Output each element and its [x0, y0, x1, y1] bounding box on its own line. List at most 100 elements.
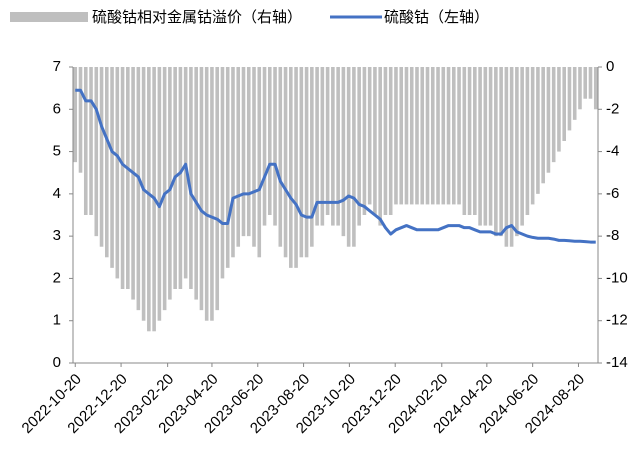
bar: [346, 67, 351, 247]
legend-swatch: [10, 12, 88, 22]
bar: [220, 67, 225, 279]
y2-tick-label: -12: [606, 312, 628, 329]
bar: [73, 67, 78, 163]
bar: [557, 67, 561, 152]
bar: [283, 67, 288, 258]
bar: [215, 67, 220, 311]
bar: [409, 67, 414, 205]
bar: [147, 67, 151, 332]
bar: [462, 67, 467, 215]
bar: [225, 67, 230, 268]
bar: [504, 67, 509, 247]
bar: [430, 67, 435, 205]
bar: [394, 67, 398, 205]
bar: [331, 67, 335, 226]
bar: [278, 67, 283, 247]
legend-label: 硫酸钴（左轴）: [384, 9, 489, 26]
bar: [83, 67, 88, 215]
bar: [436, 67, 440, 205]
bar: [115, 67, 120, 279]
bar: [415, 67, 419, 205]
bar: [126, 67, 130, 289]
bar: [425, 67, 430, 205]
bar: [241, 67, 246, 237]
bar: [257, 67, 262, 258]
bar: [520, 67, 524, 226]
bar: [310, 67, 314, 247]
bar: [252, 67, 256, 247]
bar: [141, 67, 146, 321]
bar: [446, 67, 451, 205]
y2-tick-label: -14: [606, 354, 628, 371]
bar: [457, 67, 461, 205]
bar: [189, 67, 193, 289]
bar: [289, 67, 293, 268]
y2-tick-label: 0: [606, 58, 614, 75]
bar: [451, 67, 456, 205]
bar: [273, 67, 277, 226]
y2-tick-label: -8: [606, 227, 619, 244]
bar: [199, 67, 204, 311]
bar: [78, 67, 83, 173]
bar: [546, 67, 551, 173]
y-tick-label: 4: [53, 185, 61, 202]
bar: [336, 67, 340, 226]
legend-label: 硫酸钴相对金属钴溢价（右轴）: [92, 9, 302, 26]
bar: [378, 67, 382, 226]
bar: [499, 67, 503, 237]
y-tick-label: 1: [53, 312, 61, 329]
y2-tick-label: -6: [606, 185, 619, 202]
bar: [262, 67, 267, 226]
bar: [399, 67, 404, 205]
bar: [210, 67, 214, 321]
bar: [530, 67, 535, 205]
bar: [99, 67, 104, 247]
bar: [562, 67, 567, 141]
bar: [541, 67, 545, 184]
y-tick-label: 7: [53, 58, 61, 75]
bar: [136, 67, 141, 311]
bar: [467, 67, 472, 215]
bar: [593, 67, 598, 110]
bar: [320, 67, 325, 226]
bar: [536, 67, 540, 194]
bar: [94, 67, 99, 237]
bar: [89, 67, 93, 215]
y2-tick-label: -2: [606, 100, 619, 117]
bar: [246, 67, 251, 237]
bar: [267, 67, 272, 215]
bar: [231, 67, 235, 258]
y-tick-label: 6: [53, 100, 61, 117]
bar: [578, 67, 582, 110]
bar: [236, 67, 241, 247]
bar: [104, 67, 109, 258]
bar: [110, 67, 114, 268]
bar: [515, 67, 519, 237]
bar: [572, 67, 577, 120]
bar: [357, 67, 361, 226]
y-tick-label: 0: [53, 354, 61, 371]
bar: [373, 67, 377, 215]
y2-tick-label: -4: [606, 143, 619, 160]
bar: [341, 67, 346, 237]
bar: [583, 67, 588, 99]
bar: [362, 67, 367, 215]
bar: [325, 67, 330, 215]
bar: [157, 67, 162, 321]
bar: [588, 67, 593, 99]
bar: [494, 67, 498, 237]
bar: [551, 67, 556, 163]
bar: [388, 67, 393, 215]
bar: [304, 67, 309, 258]
bar: [367, 67, 372, 205]
bar: [352, 67, 356, 247]
bar: [315, 67, 319, 226]
bar: [162, 67, 167, 311]
y-tick-label: 5: [53, 143, 61, 160]
bar: [178, 67, 183, 289]
line: [75, 88, 596, 244]
bar: [294, 67, 298, 268]
bar: [509, 67, 514, 247]
bar: [420, 67, 425, 205]
